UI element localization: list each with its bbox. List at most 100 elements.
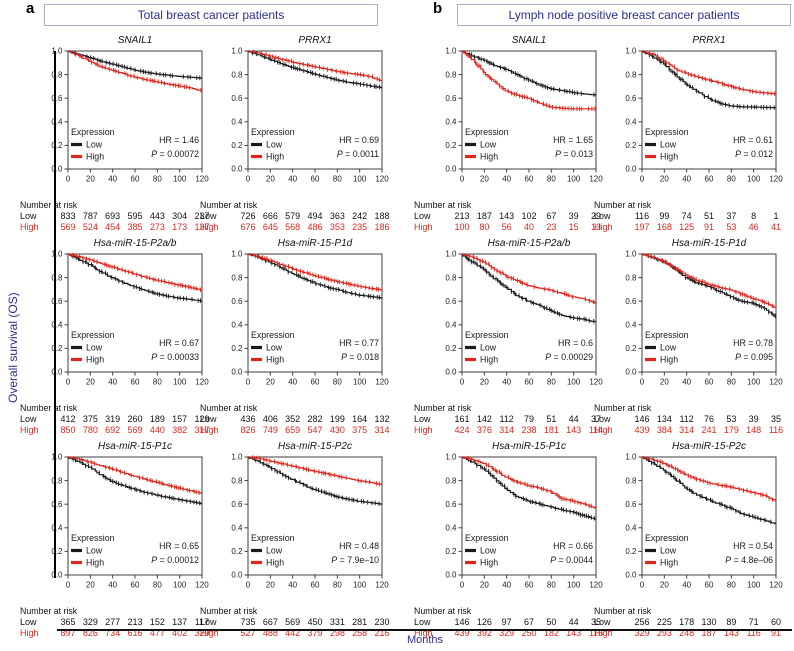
risk-count: 13	[590, 222, 601, 232]
hr-value: HR = 0.61	[733, 135, 773, 145]
y-tick-label: 0.0	[231, 165, 243, 174]
km-curve-low	[248, 50, 382, 89]
subplot-title: SNAIL1	[117, 35, 153, 46]
km-subplot-a-0: SNAIL1 1.0 0.8 0.6 0.4 0.2 0.0 0 20 40 60 80 100 120 E…	[20, 34, 212, 233]
risk-count: 168	[656, 222, 672, 232]
y-axis-bracket-line	[54, 51, 56, 578]
legend-high-label: High	[266, 558, 284, 568]
y-tick-label: 0.0	[625, 368, 637, 377]
y-tick-label: 0.4	[231, 118, 243, 127]
km-subplot-b-5: Hsa-miR-15-P2c 1.0 0.8 0.6 0.4 0.2 0.0 0 20 40 60 8…	[594, 440, 786, 639]
risk-count: 494	[307, 211, 323, 221]
y-tick-label: 0.2	[231, 344, 243, 353]
km-subplot-a-1: PRRX1 1.0 0.8 0.6 0.4 0.2 0.0 0 20 40 60 80 100 120 Ex…	[200, 34, 392, 233]
risk-count: 329	[499, 628, 515, 638]
x-tick-label: 60	[131, 581, 140, 590]
x-tick-label: 120	[195, 175, 209, 184]
risk-count: 826	[82, 628, 98, 638]
risk-count: 238	[521, 425, 537, 435]
km-curve-high	[68, 253, 202, 291]
legend-title: Expression	[465, 533, 509, 543]
panel-a-label: a	[26, 0, 35, 17]
km-plot: 1.0 0.8 0.6 0.4 0.2 0.00 20 40 60 80 100 120 Express…	[231, 47, 389, 184]
x-tick-label: 120	[769, 581, 783, 590]
risk-count: 242	[352, 211, 368, 221]
risk-row-high: High 897 826 734 616 477 402 329	[20, 628, 212, 639]
risk-row-label: Low	[414, 211, 431, 221]
y-axis-label: Overall survival (OS)	[6, 292, 20, 403]
risk-row-label: Low	[200, 617, 217, 627]
risk-count: 237	[194, 211, 210, 221]
x-tick-label: 40	[502, 581, 511, 590]
risk-count: 365	[60, 617, 76, 627]
censor-marks-high	[252, 455, 380, 487]
risk-count: 667	[262, 617, 278, 627]
subplot-title: Hsa-miR-15-P2c	[672, 441, 746, 452]
hr-value: HR = 1.65	[553, 135, 593, 145]
censor-marks-high	[252, 49, 380, 82]
number-at-risk-label: Number at risk	[20, 403, 78, 413]
risk-row-low: Low 213 187 143 102 67 39 29	[414, 211, 606, 222]
legend-low-label: Low	[660, 546, 677, 556]
risk-count: 477	[149, 628, 165, 638]
p-value: P = 0.00033	[151, 352, 199, 362]
risk-count: 143	[723, 628, 739, 638]
x-tick-label: 80	[153, 175, 162, 184]
censor-marks-high	[74, 52, 202, 93]
y-tick-label: 0.4	[445, 118, 457, 127]
risk-count: 50	[546, 617, 557, 627]
risk-count: 134	[656, 414, 672, 424]
risk-count: 442	[285, 628, 301, 638]
legend-high-label: High	[660, 558, 678, 568]
y-tick-label: 0.0	[445, 571, 457, 580]
x-tick-label: 0	[246, 175, 251, 184]
risk-count: 488	[262, 628, 278, 638]
risk-count: 329	[194, 628, 210, 638]
p-value: P = 0.018	[341, 352, 379, 362]
risk-count: 293	[656, 628, 672, 638]
risk-count: 116	[746, 628, 761, 638]
km-curve-low	[642, 50, 776, 109]
y-tick-label: 1.0	[625, 453, 637, 462]
subplot-title: PRRX1	[692, 35, 726, 46]
legend-title: Expression	[645, 127, 689, 137]
risk-count: 424	[454, 425, 470, 435]
risk-count: 314	[374, 425, 390, 435]
risk-count: 44	[568, 414, 579, 424]
x-tick-label: 20	[86, 378, 95, 387]
panel-a-header-box: Total breast cancer patients	[44, 4, 378, 26]
km-subplot-b-0: SNAIL1 1.0 0.8 0.6 0.4 0.2 0.0 0 20 40 60 80 100 120 E…	[414, 34, 606, 233]
hr-value: HR = 0.67	[159, 338, 199, 348]
risk-count: 137	[172, 617, 188, 627]
risk-count: 112	[679, 414, 694, 424]
y-tick-label: 1.0	[51, 250, 63, 259]
risk-row-high: High 439 384 314 241 179 148 116	[594, 425, 786, 436]
y-tick-label: 0.8	[51, 70, 63, 79]
risk-count: 281	[352, 617, 368, 627]
risk-count: 91	[770, 628, 781, 638]
risk-count: 376	[476, 425, 492, 435]
hr-value: HR = 0.77	[339, 338, 379, 348]
risk-row-low: Low 735 667 569 450 331 281 230	[200, 617, 392, 628]
km-subplot-b-1: PRRX1 1.0 0.8 0.6 0.4 0.2 0.0 0 20 40 60 80 100 120 Ex…	[594, 34, 786, 233]
legend-title: Expression	[71, 127, 115, 137]
km-curve-high	[642, 50, 776, 95]
number-at-risk-label: Number at risk	[594, 606, 652, 616]
risk-count: 35	[590, 617, 601, 627]
risk-count: 173	[172, 222, 188, 232]
risk-count: 39	[568, 211, 579, 221]
risk-count: 143	[499, 211, 515, 221]
risk-count: 734	[105, 628, 121, 638]
risk-count: 71	[748, 617, 759, 627]
risk-count: 126	[476, 617, 492, 627]
x-tick-label: 0	[246, 378, 251, 387]
p-value: P = 0.00072	[151, 149, 199, 159]
x-tick-label: 20	[266, 175, 275, 184]
x-tick-label: 20	[480, 581, 489, 590]
y-tick-label: 1.0	[625, 250, 637, 259]
risk-row-label: High	[200, 425, 219, 435]
censor-marks-low	[72, 456, 201, 506]
y-tick-label: 0.2	[51, 141, 63, 150]
p-value: P = 0.0011	[337, 149, 379, 159]
